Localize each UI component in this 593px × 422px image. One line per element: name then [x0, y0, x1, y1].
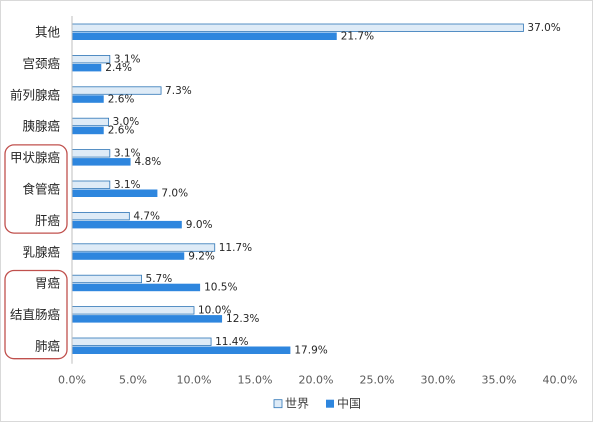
data-label-china-cat-3: 2.6%	[108, 125, 135, 137]
data-label-china-cat-4: 4.8%	[135, 156, 162, 168]
x-tick-label-5: 25.0%	[360, 374, 395, 387]
x-tick-label-8: 40.0%	[543, 374, 578, 387]
bar-world-cat-3	[71, 117, 109, 127]
x-axis: 0.0% 5.0% 10.0% 15.0% 20.0% 25.0% 30.0% 35.0% 40…	[58, 16, 577, 387]
data-label-world-cat-10: 11.4%	[215, 336, 248, 348]
data-label-china-cat-1: 2.4%	[105, 62, 132, 74]
x-tick-label-7: 35.0%	[482, 374, 517, 387]
data-label-world-cat-4: 3.1%	[114, 148, 141, 160]
data-label-world-cat-9: 10.0%	[198, 305, 231, 317]
category-label-cat-6: 肝癌	[35, 213, 60, 228]
category-label-cat-0: 其他	[35, 25, 61, 40]
category-label-cat-5: 食管癌	[22, 182, 60, 197]
bar-world-cat-1	[71, 55, 111, 64]
data-label-china-cat-8: 10.5%	[204, 282, 237, 294]
data-label-china-cat-5: 7.0%	[161, 188, 188, 200]
bar-world-cat-6	[71, 211, 130, 221]
data-label-china-cat-0: 21.7%	[341, 31, 374, 43]
data-label-world-cat-0: 37.0%	[527, 22, 560, 34]
bar-china-cat-1	[72, 63, 102, 72]
x-tick-label-6: 30.0%	[421, 374, 456, 387]
bar-world-cat-0	[71, 23, 524, 32]
data-label-world-cat-2: 7.3%	[165, 85, 192, 97]
data-label-china-cat-6: 9.0%	[186, 219, 213, 231]
legend-swatch-world	[273, 399, 283, 409]
bar-china-cat-9	[72, 315, 223, 323]
bar-china-cat-5	[72, 189, 158, 197]
legend-swatch-china	[326, 399, 334, 408]
x-tick-label-4: 20.0%	[299, 374, 334, 387]
legend: 世界 中国	[273, 396, 361, 411]
category-label-cat-2: 前列腺癌	[10, 87, 60, 102]
category-label-cat-10: 肺癌	[35, 339, 60, 354]
data-label-world-cat-8: 5.7%	[146, 273, 173, 285]
x-tick-label-3: 15.0%	[238, 374, 273, 387]
bar-china-cat-4	[72, 158, 131, 166]
category-label-cat-7: 乳腺癌	[22, 244, 60, 259]
category-label-cat-9: 结直肠癌	[10, 307, 60, 322]
legend-label-world: 世界	[285, 397, 309, 411]
data-label-world-cat-6: 4.7%	[133, 210, 160, 222]
category-label-cat-3: 胰腺癌	[22, 119, 60, 134]
data-label-world-cat-5: 3.1%	[114, 179, 141, 191]
category-label-cat-8: 胃癌	[35, 276, 60, 291]
bars-group	[71, 23, 524, 354]
highlight-box-1	[4, 144, 68, 234]
data-label-china-cat-10: 17.9%	[294, 345, 327, 357]
bar-china-cat-10	[72, 346, 291, 354]
x-tick-label-1: 5.0%	[119, 374, 147, 387]
bar-world-cat-4	[71, 149, 111, 158]
highlight-boxes	[4, 144, 68, 360]
data-label-world-cat-3: 3.0%	[113, 116, 140, 128]
bar-china-cat-0	[72, 32, 337, 40]
bar-china-cat-7	[72, 252, 185, 260]
data-label-china-cat-9: 12.3%	[226, 313, 259, 325]
data-label-world-cat-1: 3.1%	[114, 53, 141, 65]
bar-china-cat-6	[72, 220, 182, 229]
bar-world-cat-10	[71, 337, 212, 346]
category-label-cat-1: 宫颈癌	[22, 56, 60, 71]
bar-world-cat-8	[71, 274, 142, 284]
bar-china-cat-8	[72, 283, 201, 292]
category-label-cat-4: 甲状腺癌	[10, 150, 60, 165]
x-tick-label-2: 10.0%	[177, 374, 212, 387]
data-label-china-cat-7: 9.2%	[188, 250, 215, 262]
bar-world-cat-5	[71, 180, 111, 189]
bar-china-cat-2	[72, 95, 104, 103]
highlight-box-2	[4, 269, 68, 360]
data-labels: 37.0%21.7%3.1%2.4%7.3%2.6%3.0%2.6%3.1%4.…	[105, 22, 560, 357]
x-tick-label-0: 0.0%	[58, 374, 86, 387]
bar-china-cat-3	[72, 126, 104, 135]
data-label-world-cat-7: 11.7%	[219, 242, 252, 254]
bar-world-cat-9	[71, 306, 195, 315]
legend-label-china: 中国	[337, 396, 361, 411]
data-label-china-cat-2: 2.6%	[108, 93, 135, 105]
